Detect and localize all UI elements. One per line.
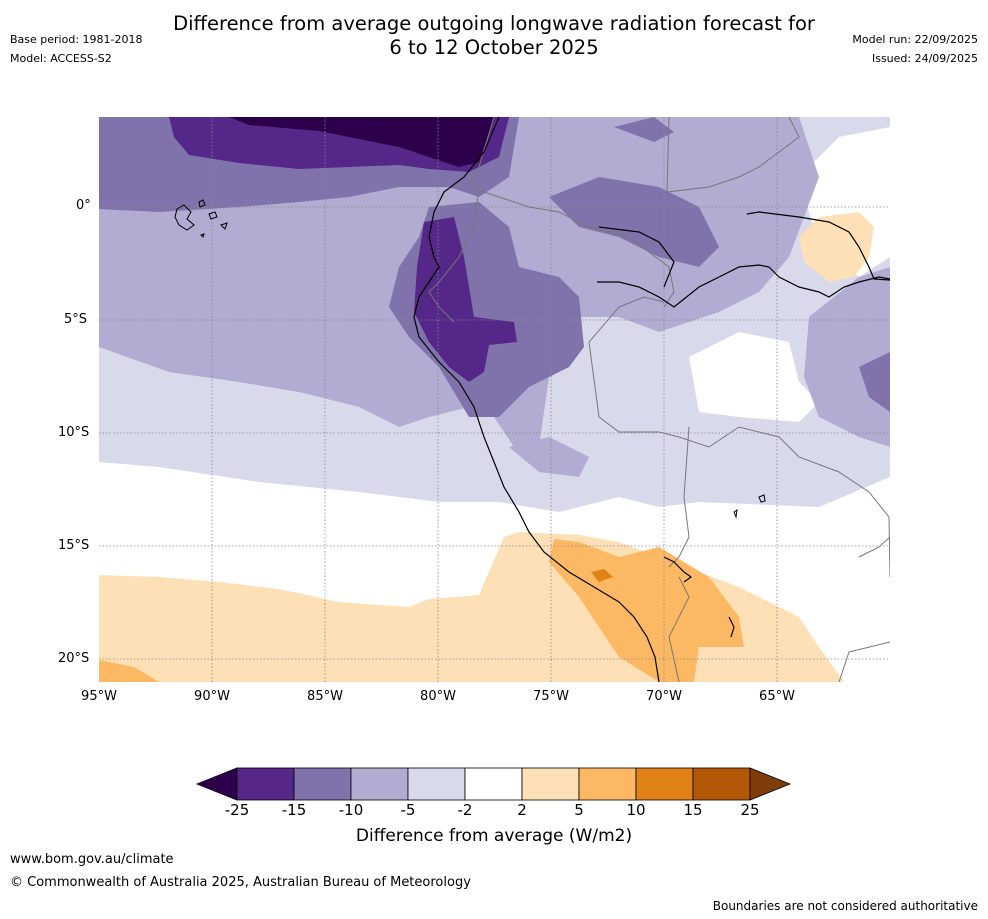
shade-mid-purple-sw [509, 437, 589, 477]
colorbar-tick-label: -5 [400, 801, 416, 819]
colorbar-segment [407, 767, 466, 801]
model-name: Model: ACCESS-S2 [10, 52, 112, 65]
issued-date: Issued: 24/09/2025 [871, 52, 978, 65]
colorbar [195, 764, 795, 804]
lat-label-20s: 20°S [58, 651, 90, 666]
shade-mid-purple-east [804, 267, 890, 447]
colorbar-extend-low [195, 767, 238, 801]
lon-label-70w: 70°W [646, 689, 682, 704]
footer-url[interactable]: www.bom.gov.au/climate [10, 852, 174, 867]
colorbar-tick-label: 2 [517, 801, 527, 819]
colorbar-label: Difference from average (W/m2) [355, 826, 633, 846]
colorbar-tick-label: -2 [457, 801, 473, 819]
lat-label-0: 0° [76, 198, 91, 213]
lon-label-75w: 75°W [533, 689, 569, 704]
meta-right: Model run: 22/09/2025 Issued: 24/09/2025 [852, 30, 978, 68]
base-period: Base period: 1981-2018 [10, 33, 143, 46]
colorbar-tick-label: 10 [626, 801, 646, 819]
colorbar-segment [350, 767, 409, 801]
colorbar-tick-label: 25 [740, 801, 760, 819]
lat-label-5s: 5°S [64, 312, 88, 327]
shade-dark-orange [591, 569, 613, 582]
colorbar-tick-label: -15 [281, 801, 307, 819]
lon-label-95w: 95°W [81, 689, 117, 704]
footer-disclaimer: Boundaries are not considered authoritat… [712, 899, 978, 913]
lon-label-90w: 90°W [194, 689, 230, 704]
colorbar-segment [521, 767, 580, 801]
lat-label-10s: 10°S [58, 425, 90, 440]
chart-title: Difference from average outgoing longwav… [0, 12, 988, 60]
shade-darkest-purple [229, 117, 494, 167]
colorbar-extend-high [749, 767, 792, 801]
colorbar-segment [692, 767, 751, 801]
lon-label-80w: 80°W [420, 689, 456, 704]
colorbar-segment [578, 767, 637, 801]
colorbar-tick-label: -10 [338, 801, 364, 819]
graticule [99, 117, 890, 682]
shade-dark-purple-amazon [549, 177, 719, 267]
olr-anomaly-map [99, 117, 890, 682]
shade-pale-orange-ne [799, 212, 874, 282]
country-borders [428, 117, 890, 682]
shade-deep-purple-coast [414, 217, 517, 382]
footer-copyright: © Commonwealth of Australia 2025, Austra… [10, 875, 471, 890]
lon-label-65w: 65°W [759, 689, 795, 704]
galapagos-islands [174, 199, 766, 519]
colorbar-segment [293, 767, 352, 801]
shade-white-clear [689, 332, 819, 422]
colorbar-tick-label: 5 [574, 801, 584, 819]
title-line-2: 6 to 12 October 2025 [389, 36, 599, 59]
coastline [413, 117, 890, 682]
shade-dark-purple-east [859, 352, 890, 412]
lon-label-85w: 85°W [307, 689, 343, 704]
colorbar-segment [635, 767, 694, 801]
map-panel [99, 117, 890, 682]
title-line-1: Difference from average outgoing longwav… [173, 12, 815, 35]
colorbar-graphic [195, 767, 792, 801]
colorbar-tick-label: -25 [224, 801, 250, 819]
colorbar-segment [464, 767, 523, 801]
colorbar-segment [236, 767, 295, 801]
shade-orange-sw [99, 660, 159, 682]
shade-dark-purple-ne [614, 117, 674, 142]
meta-left: Base period: 1981-2018 Model: ACCESS-S2 [10, 30, 142, 68]
lat-label-15s: 15°S [58, 538, 90, 553]
model-run: Model run: 22/09/2025 [852, 33, 978, 46]
colorbar-tick-label: 15 [683, 801, 703, 819]
